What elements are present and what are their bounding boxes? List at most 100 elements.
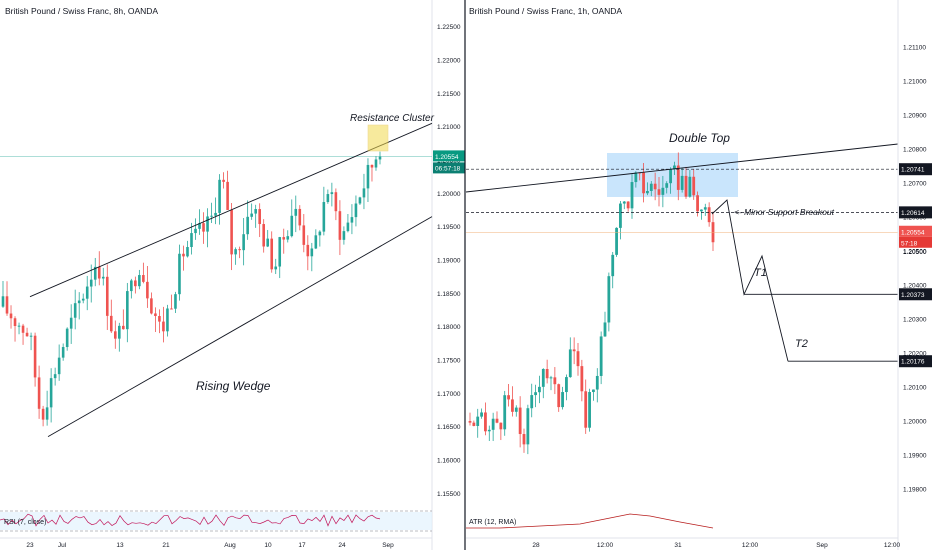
- candle-body: [334, 192, 338, 212]
- candle-body: [222, 179, 225, 182]
- candle-body: [518, 407, 522, 435]
- candle-body: [584, 391, 588, 428]
- candle-body: [266, 238, 270, 247]
- candle-body: [338, 211, 342, 240]
- candle-body: [146, 281, 149, 299]
- candle-body: [246, 216, 249, 235]
- candle-body: [484, 412, 487, 432]
- countdown-tag: [433, 162, 465, 174]
- candle-body: [230, 209, 233, 255]
- candle-body: [310, 248, 314, 257]
- candle-body: [278, 237, 282, 267]
- candle-body: [13, 318, 17, 327]
- candle-body: [93, 266, 97, 280]
- x-tick-label: Sep: [816, 542, 828, 549]
- candle-body: [210, 215, 213, 217]
- candle-body: [499, 422, 503, 430]
- t1-label: T1: [754, 267, 767, 279]
- candle-body: [642, 172, 645, 194]
- candle-body: [109, 315, 113, 332]
- candle-body: [619, 203, 622, 228]
- candle-body: [178, 253, 181, 295]
- candle-body: [206, 216, 209, 232]
- rsi-band: [0, 512, 432, 530]
- candle-body: [366, 164, 370, 189]
- candle-body: [89, 279, 93, 287]
- candle-body: [626, 201, 630, 209]
- candle-body: [350, 217, 354, 223]
- candle-body: [306, 244, 310, 257]
- rsi-pane: [0, 510, 432, 532]
- minor-support-tag: [899, 206, 932, 219]
- candle-body: [270, 238, 274, 270]
- candle-body: [530, 395, 534, 409]
- candle-body: [565, 377, 568, 393]
- candle-body: [158, 316, 161, 322]
- candle-body: [549, 377, 553, 379]
- candle-body: [607, 276, 611, 323]
- countdown-text: 57:18: [901, 240, 918, 247]
- y-axis-8h: 1.225001.220001.215001.210001.205001.200…: [433, 24, 465, 498]
- candle-body: [507, 395, 510, 400]
- candle-body: [202, 223, 205, 232]
- candle-body: [194, 228, 197, 234]
- candle-body: [522, 434, 526, 445]
- y-tick-label: 1.19500: [437, 224, 461, 231]
- candle-body: [534, 392, 537, 396]
- trendline: [465, 143, 899, 193]
- candle-body: [314, 235, 318, 249]
- candle-body: [680, 175, 684, 190]
- y-tick-label: 1.19800: [903, 487, 927, 494]
- minor-support-tag-text: 1.20614: [901, 210, 925, 217]
- candle-body: [326, 194, 330, 203]
- candle-body: [190, 233, 193, 248]
- candle-body: [258, 209, 261, 225]
- candle-body: [170, 308, 173, 310]
- candle-body: [615, 227, 618, 255]
- y-tick-label: 1.16000: [437, 458, 461, 465]
- candle-body: [622, 201, 626, 204]
- candle-body: [101, 276, 105, 279]
- resistance-cluster-label: Resistance Cluster: [350, 113, 435, 124]
- candle-body: [97, 266, 101, 279]
- t2-tag: [899, 355, 932, 368]
- candle-body: [322, 202, 326, 232]
- candle-body: [126, 291, 129, 330]
- candle-body: [174, 294, 177, 309]
- x-tick-label: 13: [116, 542, 124, 549]
- candle-body: [646, 190, 649, 194]
- candle-body: [262, 224, 265, 247]
- candle-body: [250, 213, 253, 217]
- y-tick-label: 1.20000: [437, 191, 461, 198]
- y-tick-label: 1.19900: [903, 453, 927, 460]
- candle-body: [491, 418, 495, 430]
- candle-body: [150, 298, 153, 314]
- candle-body: [234, 249, 237, 255]
- candle-body: [358, 197, 362, 204]
- countdown-text: 06:57:18: [435, 165, 461, 172]
- candle-body: [5, 296, 9, 314]
- double-top-zone: [607, 153, 738, 197]
- candle-body: [707, 207, 711, 223]
- candle-body: [692, 176, 696, 196]
- candle-body: [684, 175, 688, 197]
- double-top-level-tag-text: 1.20741: [901, 167, 925, 174]
- candle-body: [49, 378, 53, 408]
- candle-body: [611, 254, 615, 277]
- y-tick-label: 1.20700: [903, 181, 927, 188]
- candle-body: [85, 286, 89, 299]
- y-tick-label: 1.20800: [903, 147, 927, 154]
- candle-body: [665, 183, 669, 188]
- candle-body: [154, 313, 157, 317]
- candle-body: [576, 351, 580, 367]
- y-tick-label: 1.18500: [437, 291, 461, 298]
- chart-title-1h: British Pound / Swiss Franc, 1h, OANDA: [469, 6, 622, 16]
- projection-path: [711, 199, 789, 362]
- candle-body: [703, 207, 707, 210]
- minor-support-breakout-label: <- Minor Support Breakout: [734, 207, 835, 217]
- candle-body: [122, 325, 125, 330]
- candle-body: [580, 366, 584, 392]
- double-top-label: Double Top: [669, 131, 730, 145]
- candle-body: [476, 416, 480, 426]
- candle-body: [69, 317, 73, 329]
